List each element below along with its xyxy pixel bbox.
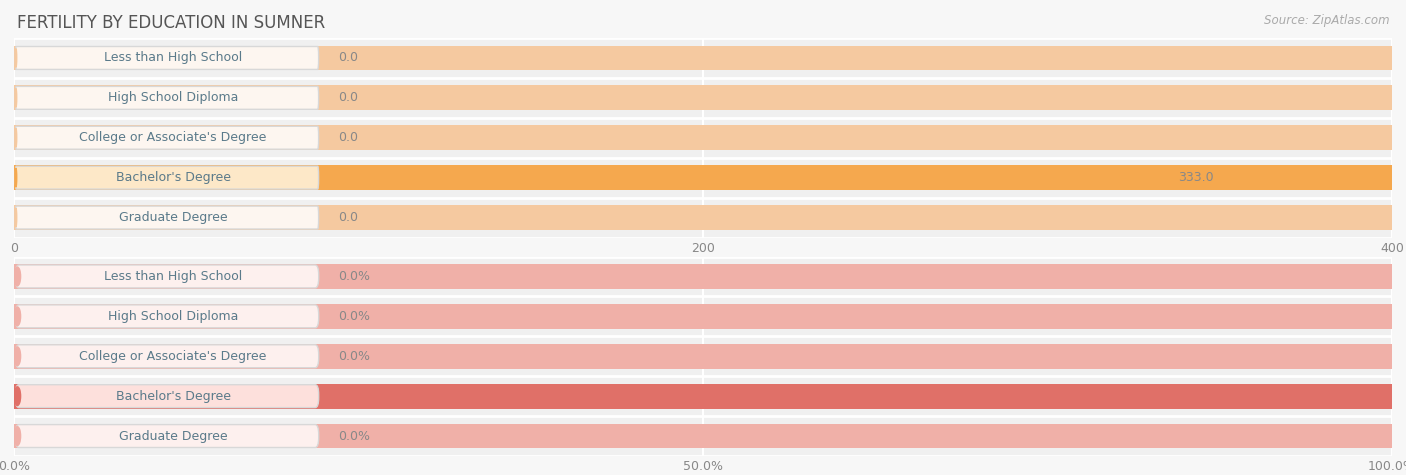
Circle shape bbox=[14, 427, 21, 446]
Text: Graduate Degree: Graduate Degree bbox=[118, 211, 228, 224]
Circle shape bbox=[14, 307, 21, 326]
Text: 0.0: 0.0 bbox=[337, 131, 359, 144]
Bar bbox=[14, 38, 1392, 78]
Bar bbox=[14, 296, 1392, 336]
Circle shape bbox=[15, 128, 17, 147]
Bar bbox=[14, 416, 1392, 456]
Text: 0.0: 0.0 bbox=[337, 211, 359, 224]
FancyBboxPatch shape bbox=[15, 206, 319, 229]
Text: Less than High School: Less than High School bbox=[104, 51, 242, 65]
Text: Bachelor's Degree: Bachelor's Degree bbox=[115, 390, 231, 403]
FancyBboxPatch shape bbox=[15, 345, 319, 368]
Text: High School Diploma: High School Diploma bbox=[108, 91, 238, 104]
Circle shape bbox=[15, 168, 17, 187]
Bar bbox=[14, 198, 1392, 238]
Text: 0.0%: 0.0% bbox=[337, 270, 370, 283]
Text: Source: ZipAtlas.com: Source: ZipAtlas.com bbox=[1264, 14, 1389, 27]
Text: 0.0%: 0.0% bbox=[337, 429, 370, 443]
Circle shape bbox=[15, 88, 17, 107]
Bar bbox=[14, 344, 1392, 369]
FancyBboxPatch shape bbox=[15, 47, 319, 69]
Circle shape bbox=[14, 387, 21, 406]
Text: College or Associate's Degree: College or Associate's Degree bbox=[79, 350, 267, 363]
Circle shape bbox=[15, 48, 17, 67]
FancyBboxPatch shape bbox=[15, 166, 319, 189]
Circle shape bbox=[14, 347, 21, 366]
FancyBboxPatch shape bbox=[15, 86, 319, 109]
Bar bbox=[14, 336, 1392, 376]
Text: FERTILITY BY EDUCATION IN SUMNER: FERTILITY BY EDUCATION IN SUMNER bbox=[17, 14, 325, 32]
Text: Graduate Degree: Graduate Degree bbox=[118, 429, 228, 443]
Circle shape bbox=[15, 208, 17, 227]
Bar bbox=[14, 46, 1392, 70]
FancyBboxPatch shape bbox=[15, 385, 319, 408]
Text: 333.0: 333.0 bbox=[1178, 171, 1213, 184]
FancyBboxPatch shape bbox=[15, 126, 319, 149]
Text: 0.0: 0.0 bbox=[337, 91, 359, 104]
Bar bbox=[14, 125, 1392, 150]
Circle shape bbox=[14, 267, 21, 286]
Bar bbox=[14, 264, 1392, 289]
Text: 0.0: 0.0 bbox=[337, 51, 359, 65]
Text: College or Associate's Degree: College or Associate's Degree bbox=[79, 131, 267, 144]
Bar bbox=[14, 376, 1392, 416]
Bar bbox=[14, 78, 1392, 118]
FancyBboxPatch shape bbox=[15, 425, 319, 447]
Text: Bachelor's Degree: Bachelor's Degree bbox=[115, 171, 231, 184]
Text: High School Diploma: High School Diploma bbox=[108, 310, 238, 323]
Bar bbox=[14, 158, 1392, 198]
Text: Less than High School: Less than High School bbox=[104, 270, 242, 283]
Bar bbox=[14, 165, 1392, 190]
Bar bbox=[14, 304, 1392, 329]
Bar bbox=[14, 384, 1392, 408]
Bar bbox=[14, 256, 1392, 296]
Bar bbox=[14, 205, 1392, 230]
FancyBboxPatch shape bbox=[15, 265, 319, 288]
Bar bbox=[14, 424, 1392, 448]
Text: 0.0%: 0.0% bbox=[337, 350, 370, 363]
Text: 0.0%: 0.0% bbox=[337, 310, 370, 323]
FancyBboxPatch shape bbox=[15, 305, 319, 328]
Bar bbox=[14, 86, 1392, 110]
Bar bbox=[14, 118, 1392, 158]
